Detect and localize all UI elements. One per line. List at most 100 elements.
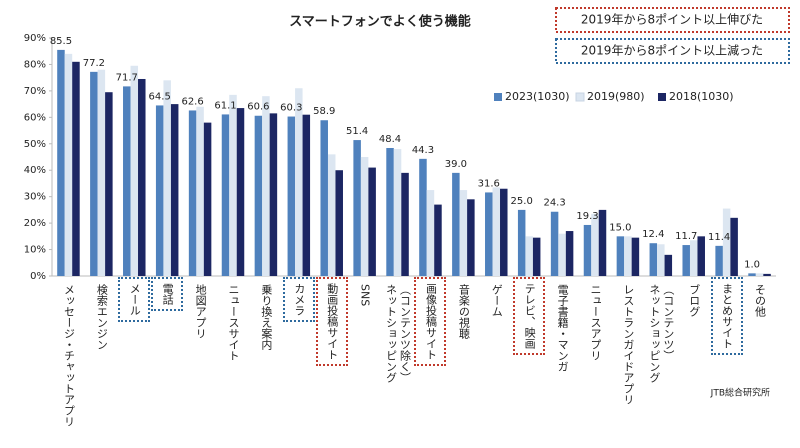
data-label: 19.3: [576, 211, 598, 222]
data-label: 64.5: [149, 91, 171, 102]
bar: [591, 213, 599, 276]
bar: [426, 190, 435, 276]
bar: [419, 158, 427, 276]
data-label: 24.3: [543, 198, 565, 209]
x-tick-label: まとめサイト: [710, 277, 743, 355]
bar: [295, 88, 303, 276]
chart-title: スマートフォンでよく使う機能: [289, 14, 471, 30]
data-label: 51.4: [346, 126, 368, 137]
data-label: 77.2: [83, 58, 105, 69]
data-label: 71.7: [116, 72, 138, 83]
bar: [401, 172, 409, 276]
bar: [565, 231, 574, 276]
x-tick-label: ゲーム: [490, 284, 504, 317]
bar: [452, 172, 460, 276]
bar: [434, 204, 442, 276]
data-label: 58.9: [313, 106, 335, 117]
x-tick-label: ネットショッピング （コンテンツ除く）: [384, 284, 412, 383]
bar: [525, 236, 533, 276]
y-tick-label: 70%: [24, 86, 46, 97]
bar: [664, 254, 673, 276]
bar: [598, 209, 607, 276]
bar: [64, 53, 73, 276]
x-tick-label: テレビ、映画: [513, 277, 546, 355]
data-label: 1.0: [744, 259, 760, 270]
bar: [360, 157, 369, 276]
data-label: 11.7: [675, 231, 697, 242]
bar: [682, 245, 690, 276]
bar: [386, 148, 394, 276]
bar: [269, 113, 278, 276]
y-tick-label: 90%: [24, 33, 46, 44]
x-tick-label: その他: [753, 284, 767, 317]
x-tick-label: ニュースアプリ: [589, 284, 602, 361]
x-tick-label: ネットショッピング （コンテンツ）: [647, 284, 675, 383]
bar: [287, 116, 296, 276]
y-tick-label: 60%: [24, 112, 46, 123]
bar: [262, 96, 270, 276]
x-tick-label: 電子書籍・マンガ: [556, 284, 570, 372]
legend-swatch: [575, 92, 585, 102]
bar: [97, 69, 106, 276]
bar: [123, 86, 131, 276]
legend-label: 2023(1030): [505, 90, 570, 103]
bar: [697, 236, 705, 276]
bar: [517, 209, 526, 276]
legend-swatch: [494, 93, 502, 101]
callout-box: [555, 7, 790, 33]
bar: [763, 273, 771, 276]
x-tick-label: 音楽の視聴: [457, 284, 471, 339]
data-label: 39.0: [445, 159, 467, 170]
x-tick-label: 動画投稿サイト: [315, 277, 348, 366]
x-tick-label: 乗り換え案内: [259, 284, 273, 350]
x-tick-label: レストランガイドアプリ: [621, 284, 635, 405]
bar: [730, 217, 738, 276]
data-label: 15.0: [609, 222, 631, 233]
bar: [649, 243, 658, 276]
bar: [500, 188, 508, 276]
bar: [393, 149, 402, 276]
data-label: 48.4: [379, 134, 401, 145]
legend-label: 2018(1030): [669, 90, 734, 103]
bar: [320, 120, 328, 277]
data-label: 61.1: [214, 100, 236, 111]
bar: [657, 244, 665, 276]
bar: [188, 110, 197, 276]
bar: [532, 237, 541, 276]
data-label: 11.4: [708, 232, 730, 243]
bar: [755, 273, 764, 276]
bar: [631, 237, 640, 276]
bar: [138, 78, 146, 276]
y-tick-label: 20%: [24, 218, 46, 229]
y-tick-label: 50%: [24, 139, 46, 150]
callout-text: 2019年から8ポイント以上減った: [581, 43, 763, 58]
bar: [196, 106, 204, 276]
bar: [748, 273, 756, 276]
x-tick-label: カメラ: [282, 277, 315, 322]
bar: [170, 104, 179, 276]
bar: [130, 65, 139, 277]
data-label: 12.4: [642, 229, 664, 240]
data-label: 60.6: [247, 102, 269, 113]
data-label: 44.3: [412, 145, 434, 156]
y-tick-label: 10%: [24, 245, 46, 256]
source: JTB総合研究所: [710, 387, 770, 399]
bar: [90, 71, 98, 276]
bar: [302, 114, 311, 276]
bar: [163, 80, 171, 276]
callout-box: [555, 38, 790, 64]
data-label: 85.5: [50, 36, 72, 47]
bar: [550, 211, 559, 276]
bar: [583, 224, 592, 276]
bar: [689, 240, 698, 276]
bar: [229, 94, 237, 276]
bar: [467, 199, 475, 276]
x-tick-label: 検索エンジン: [95, 284, 109, 350]
bar: [254, 115, 263, 276]
bar: [558, 233, 566, 276]
x-tick-label: メール: [118, 277, 151, 322]
y-tick-label: 30%: [24, 192, 46, 203]
bar: [72, 61, 80, 276]
x-tick-label: 電話: [151, 277, 184, 311]
y-tick-label: 0%: [30, 271, 46, 282]
